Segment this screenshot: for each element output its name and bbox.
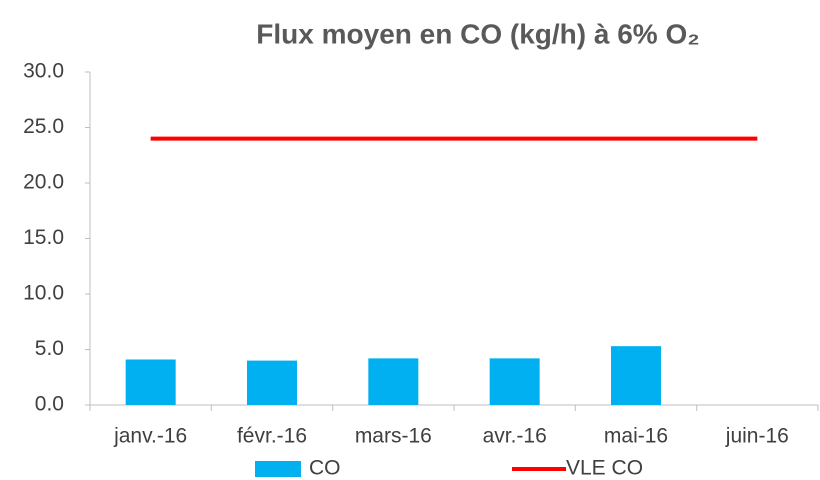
x-tick-label: juin-16 [725,425,789,448]
legend-label: VLE CO [566,457,643,480]
x-tick-label: janv.-16 [113,425,187,448]
y-tick-label: 25.0 [23,115,64,138]
x-tick-label: févr.-16 [237,425,307,448]
y-tick-label: 15.0 [23,226,64,249]
chart-title: Flux moyen en CO (kg/h) à 6% O₂ [256,18,699,49]
legend-label: CO [309,457,341,480]
bar [489,358,540,405]
legend-swatch [255,461,301,477]
y-tick-label: 0.0 [35,393,64,416]
x-tick-label: mars-16 [355,425,432,448]
bar [368,358,419,405]
x-tick-label: avr.-16 [483,425,547,448]
bar [247,360,297,405]
y-tick-label: 30.0 [23,60,64,83]
y-tick-label: 5.0 [35,337,64,360]
bar [611,346,661,405]
y-tick-label: 10.0 [23,282,64,305]
y-tick-label: 20.0 [23,171,64,194]
bar [125,359,176,405]
x-tick-label: mai-16 [604,425,668,448]
